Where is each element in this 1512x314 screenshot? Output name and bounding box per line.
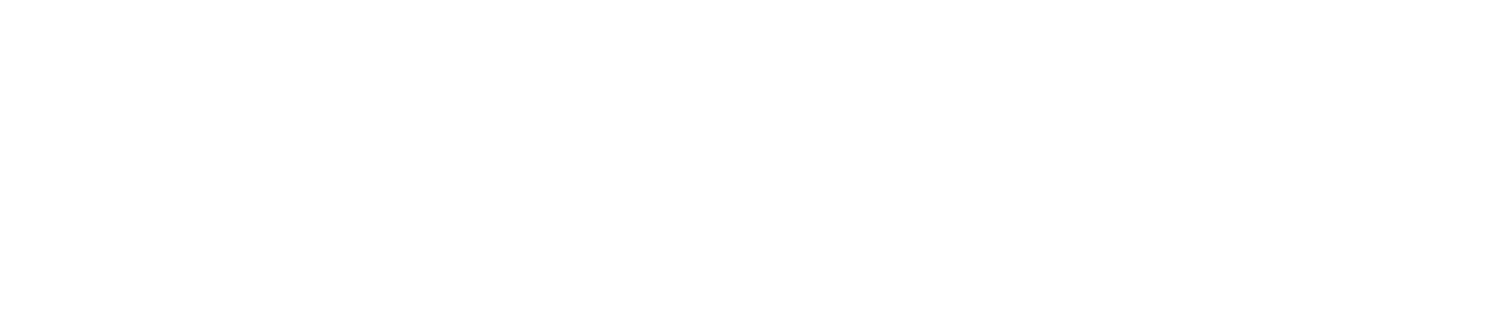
Text: b: b	[744, 136, 771, 178]
Text: c: c	[1249, 136, 1272, 178]
Text: a: a	[240, 136, 266, 178]
